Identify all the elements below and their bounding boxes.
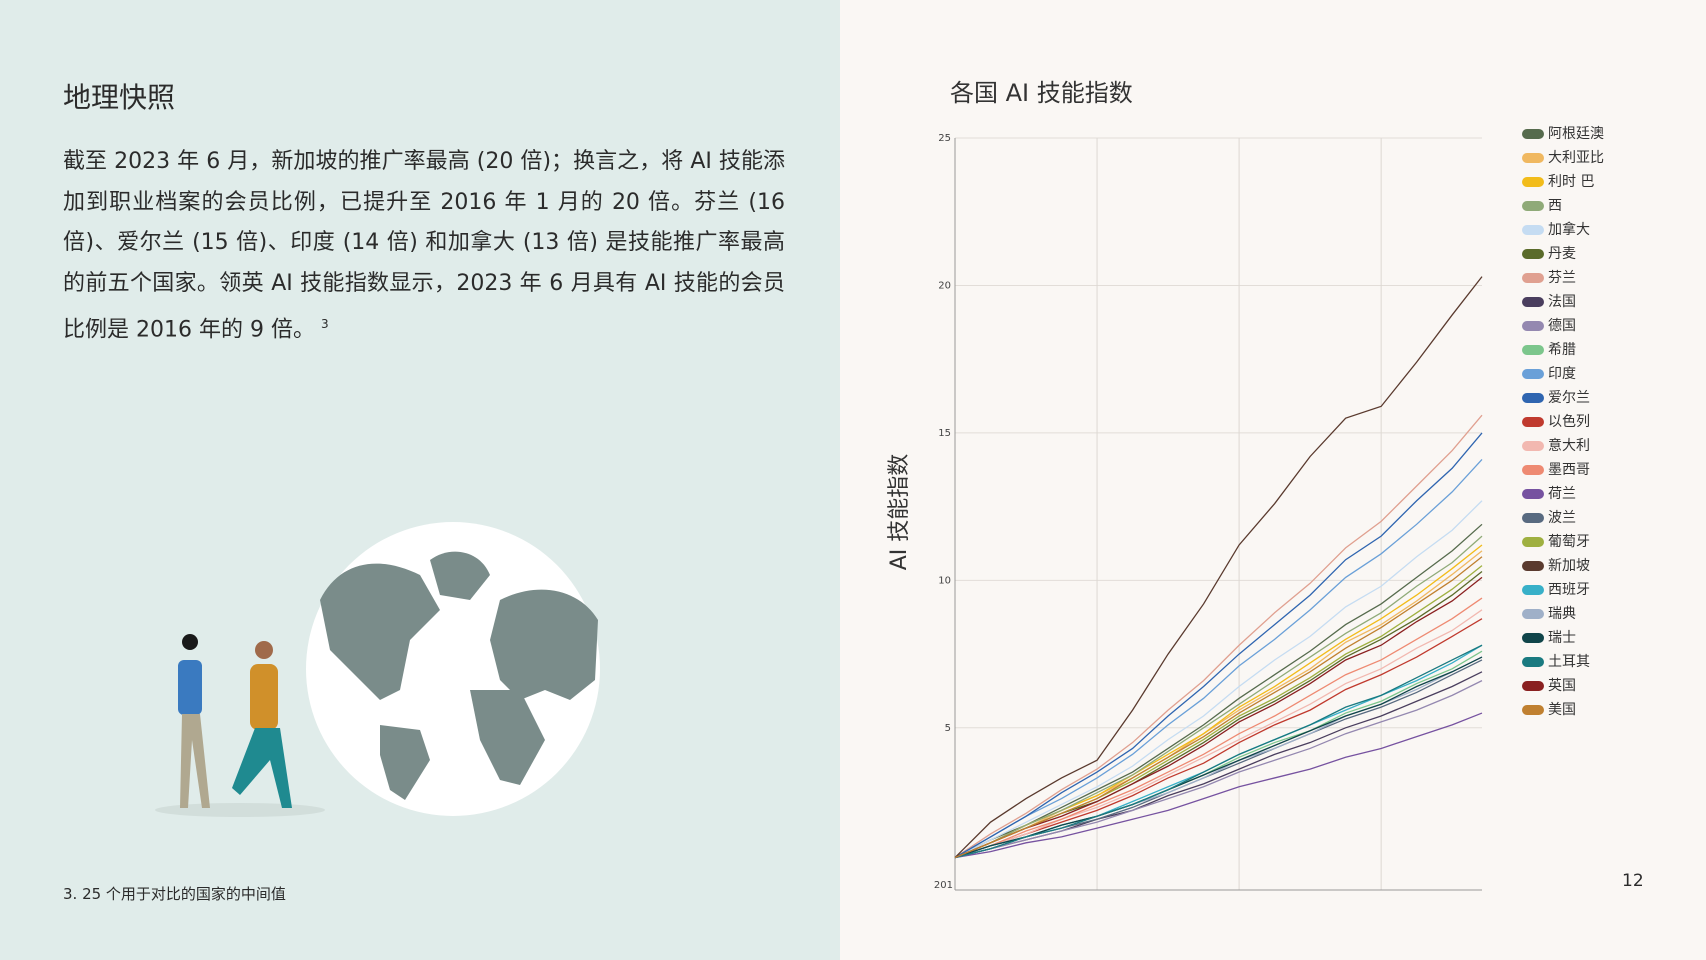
legend-label: 波兰 (1548, 510, 1576, 526)
series-line (954, 535, 1483, 859)
legend-swatch (1522, 273, 1544, 283)
legend-label: 大利亚比 (1548, 150, 1604, 166)
y-tick-label: 15 (938, 428, 951, 439)
legend-swatch (1522, 129, 1544, 139)
legend-label: 英国 (1548, 677, 1576, 694)
series-line (954, 680, 1483, 859)
series-line (954, 432, 1483, 859)
legend-swatch (1522, 417, 1544, 427)
series-line (954, 523, 1483, 859)
legend-label: 瑞士 (1548, 630, 1576, 646)
legend-label: 荷兰 (1548, 486, 1576, 502)
legend-swatch (1522, 585, 1544, 595)
legend-label: 利时 巴 (1548, 174, 1594, 190)
legend-label: 新加坡 (1548, 558, 1590, 574)
legend-label: 西 (1548, 198, 1562, 214)
legend-label: 加拿大 (1548, 221, 1590, 238)
series-line (954, 576, 1483, 859)
legend-label: 土耳其 (1548, 654, 1590, 670)
legend-swatch (1522, 177, 1544, 187)
legend-swatch (1522, 609, 1544, 619)
legend-label: 西班牙 (1548, 582, 1590, 598)
series-line (954, 276, 1483, 859)
series-line (954, 609, 1483, 859)
legend-label: 意大利 (1548, 437, 1590, 454)
legend-swatch (1522, 705, 1544, 715)
series-line (954, 414, 1483, 859)
series-line (954, 656, 1483, 859)
legend-label: 丹麦 (1548, 246, 1576, 262)
legend-swatch (1522, 537, 1544, 547)
legend-swatch (1522, 297, 1544, 307)
y-axis-label: AI 技能指数 (887, 454, 912, 571)
series-line (954, 597, 1483, 859)
y-tick-label: 5 (945, 723, 951, 734)
series-line (954, 500, 1483, 859)
series-line (954, 459, 1483, 859)
y-tick-label: 25 (938, 133, 951, 144)
legend-label: 芬兰 (1548, 270, 1576, 286)
legend-swatch (1522, 393, 1544, 403)
legend-swatch (1522, 369, 1544, 379)
legend-label: 瑞典 (1548, 606, 1576, 622)
legend-label: 墨西哥 (1548, 462, 1590, 478)
legend-label: 爱尔兰 (1548, 390, 1590, 406)
series-line (954, 550, 1483, 859)
legend-swatch (1522, 153, 1544, 163)
paragraph: 截至 2023 年 6 月，新加坡的推广率最高 (20 倍)；换言之，将 AI … (63, 149, 785, 343)
x-tick-label: 201 (934, 880, 953, 891)
y-tick-label: 10 (938, 575, 951, 586)
legend-label: 印度 (1548, 366, 1576, 382)
series-line (954, 644, 1483, 859)
legend-label: 以色列 (1548, 413, 1590, 430)
series-line (954, 712, 1483, 859)
legend-swatch (1522, 249, 1544, 259)
footnote-ref: 3 (320, 317, 329, 331)
legend-swatch (1522, 201, 1544, 211)
legend-label: 希腊 (1548, 342, 1576, 358)
legend-swatch (1522, 513, 1544, 523)
legend-swatch (1522, 441, 1544, 451)
legend-swatch (1522, 657, 1544, 667)
legend-label: 葡萄牙 (1548, 534, 1590, 550)
legend-swatch (1522, 561, 1544, 571)
right-panel (840, 0, 1706, 960)
legend-swatch (1522, 489, 1544, 499)
page-number: 12 (1622, 871, 1644, 891)
series-line (954, 656, 1483, 859)
legend-swatch (1522, 345, 1544, 355)
body-text: 截至 2023 年 6 月，新加坡的推广率最高 (20 倍)；换言之，将 AI … (63, 142, 785, 351)
legend-swatch (1522, 681, 1544, 691)
legend-swatch (1522, 321, 1544, 331)
series-line (954, 618, 1483, 859)
chart-title: 各国 AI 技能指数 (950, 79, 1133, 107)
footnote: 3. 25 个用于对比的国家的中间值 (63, 885, 286, 903)
legend-swatch (1522, 633, 1544, 643)
series-line (954, 556, 1483, 859)
y-tick-label: 20 (938, 280, 951, 291)
legend-swatch (1522, 465, 1544, 475)
legend-label: 美国 (1548, 702, 1576, 718)
legend-label: 阿根廷澳 (1548, 126, 1604, 142)
legend-swatch (1522, 225, 1544, 235)
heading: 地理快照 (63, 81, 176, 114)
legend-label: 德国 (1548, 318, 1576, 334)
legend-label: 法国 (1548, 294, 1576, 310)
